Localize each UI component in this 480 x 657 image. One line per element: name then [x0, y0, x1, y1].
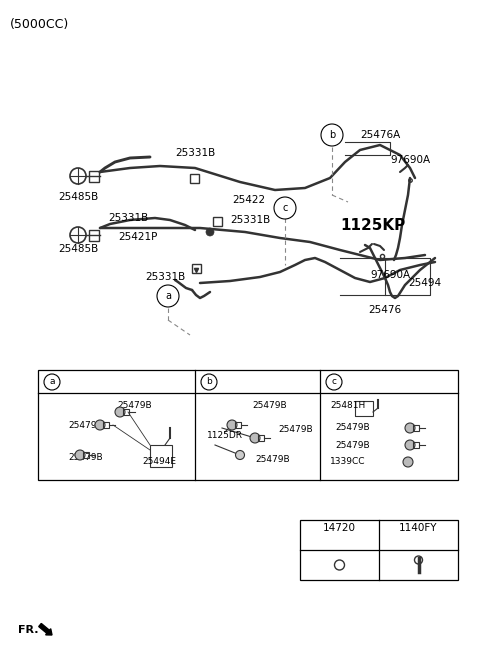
Bar	[83, 452, 89, 458]
Bar	[150, 445, 172, 467]
Text: a: a	[165, 291, 171, 301]
Circle shape	[321, 124, 343, 146]
Circle shape	[95, 420, 105, 430]
Bar	[235, 422, 241, 428]
Text: 25479B: 25479B	[117, 401, 152, 409]
Circle shape	[405, 423, 415, 433]
Circle shape	[403, 457, 413, 467]
Text: 25494: 25494	[408, 278, 441, 288]
Text: 97690A: 97690A	[390, 155, 430, 165]
Text: c: c	[282, 203, 288, 213]
Bar	[300, 520, 458, 580]
Text: a: a	[49, 378, 55, 386]
Text: 25485B: 25485B	[58, 192, 98, 202]
Text: 25476A: 25476A	[360, 130, 400, 140]
Text: 97690A: 97690A	[370, 270, 410, 280]
Circle shape	[405, 440, 415, 450]
Bar	[258, 435, 264, 441]
Bar	[192, 264, 201, 273]
Circle shape	[44, 374, 60, 390]
Bar	[355, 401, 373, 416]
Text: 1125DR: 1125DR	[207, 430, 243, 440]
Text: c: c	[332, 378, 336, 386]
Text: 1339CC: 1339CC	[330, 457, 365, 466]
Circle shape	[227, 420, 237, 430]
Text: b: b	[206, 378, 212, 386]
Text: 25479B: 25479B	[68, 453, 103, 463]
Text: 25481H: 25481H	[330, 401, 365, 409]
Text: b: b	[329, 130, 335, 140]
Text: 1125KP: 1125KP	[340, 218, 405, 233]
Bar	[38, 370, 458, 480]
Circle shape	[326, 374, 342, 390]
Circle shape	[250, 433, 260, 443]
Text: 25494E: 25494E	[142, 457, 176, 466]
Text: 25479B: 25479B	[278, 426, 312, 434]
Bar	[413, 425, 419, 431]
Text: 25479B: 25479B	[252, 401, 287, 409]
Bar	[103, 422, 109, 428]
Text: 25485B: 25485B	[58, 244, 98, 254]
Text: 25331B: 25331B	[230, 215, 270, 225]
Circle shape	[236, 451, 244, 459]
Text: 25479B: 25479B	[68, 420, 103, 430]
Bar	[123, 409, 129, 415]
Text: 25479B: 25479B	[335, 440, 370, 449]
Text: (5000CC): (5000CC)	[10, 18, 69, 31]
Circle shape	[157, 285, 179, 307]
FancyArrow shape	[39, 623, 52, 635]
Bar	[89, 230, 99, 241]
Text: 25421P: 25421P	[118, 232, 157, 242]
Bar	[89, 171, 99, 182]
Text: 25331B: 25331B	[145, 272, 185, 282]
Text: 25331B: 25331B	[175, 148, 215, 158]
Bar	[413, 442, 419, 448]
Text: FR.: FR.	[18, 625, 38, 635]
Bar	[190, 174, 199, 183]
Text: 1140FY: 1140FY	[399, 523, 438, 533]
Text: 25479B: 25479B	[255, 455, 289, 464]
Text: 25476: 25476	[368, 305, 401, 315]
Circle shape	[415, 556, 422, 564]
Text: 25422: 25422	[232, 195, 265, 205]
Circle shape	[201, 374, 217, 390]
Circle shape	[206, 228, 214, 236]
Circle shape	[115, 407, 125, 417]
Text: 14720: 14720	[323, 523, 356, 533]
Bar	[213, 217, 222, 226]
Circle shape	[274, 197, 296, 219]
Text: 25331B: 25331B	[108, 213, 148, 223]
Text: 25479B: 25479B	[335, 424, 370, 432]
Circle shape	[75, 450, 85, 460]
